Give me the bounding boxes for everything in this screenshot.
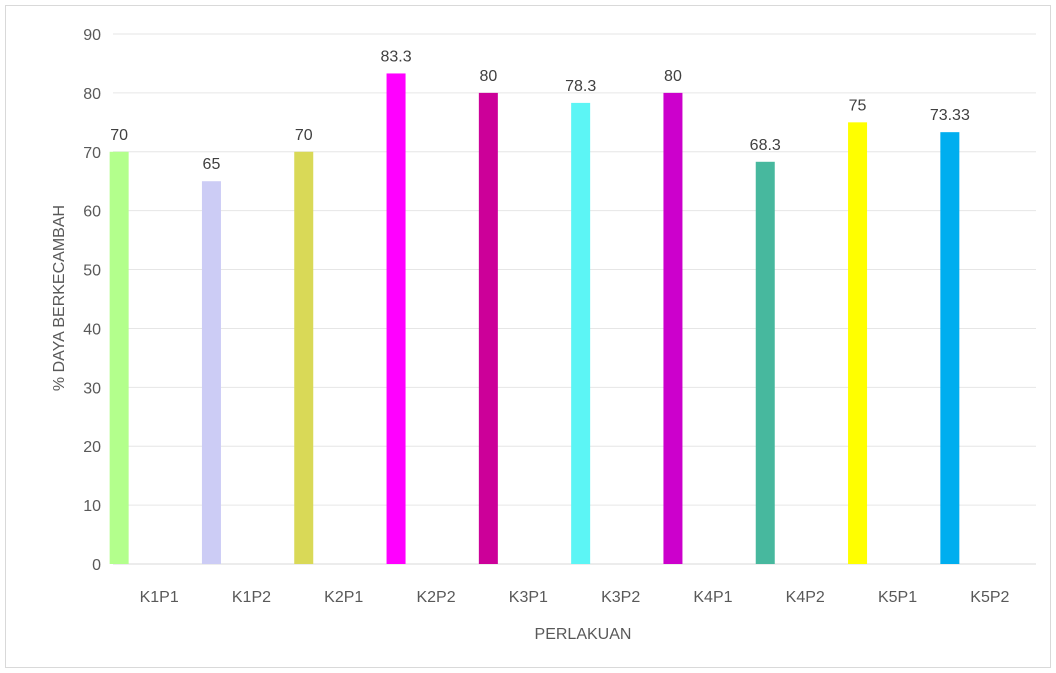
data-label-k2p1: 70 [295, 127, 313, 144]
gridlines [113, 33, 1036, 565]
data-label-k1p1: 70 [110, 127, 128, 144]
data-label-k5p1: 75 [849, 97, 867, 114]
chart-area [5, 5, 1051, 668]
y-tick-label: 60 [83, 204, 101, 221]
x-tick-label: K3P2 [601, 589, 640, 606]
y-axis-title: % DAYA BERKECAMBAH [51, 205, 68, 391]
x-tick-label: K3P1 [509, 589, 548, 606]
bar-k4p2 [755, 161, 775, 565]
bars [109, 73, 960, 565]
bar-k2p1 [294, 151, 314, 564]
x-tick-label: K1P2 [232, 589, 271, 606]
bar-k1p2 [201, 181, 221, 564]
y-tick-label: 20 [83, 439, 101, 456]
y-tick-label: 30 [83, 380, 101, 397]
x-axis-title: PERLAKUAN [535, 626, 632, 643]
x-tick-label: K5P1 [878, 589, 917, 606]
x-tick-label: K4P1 [693, 589, 732, 606]
bar-k5p2 [940, 132, 960, 564]
data-labels: 70 65 70 83.3 80 78.3 80 68.3 75 73.33 [110, 48, 970, 173]
y-tick-label: 10 [83, 498, 101, 515]
x-tick-label: K2P1 [324, 589, 363, 606]
x-tick-label: K2P2 [416, 589, 455, 606]
y-tick-label: 90 [83, 27, 101, 44]
y-tick-label: 80 [83, 86, 101, 103]
y-tick-label: 0 [92, 557, 101, 574]
x-tick-label: K5P2 [970, 589, 1009, 606]
data-label-k5p2: 73.33 [930, 107, 970, 124]
x-tick-label: K4P2 [786, 589, 825, 606]
data-label-k2p2: 83.3 [380, 48, 411, 65]
x-axis-ticks: K1P1 K1P2 K2P1 K2P2 K3P1 K3P2 K4P1 K4P2 K5P1 K5P2 [140, 589, 1010, 606]
data-label-k3p2: 78.3 [565, 78, 596, 95]
bar-k2p2 [386, 73, 406, 564]
data-label-k4p1: 80 [664, 68, 682, 85]
bar-k3p1 [478, 92, 498, 564]
data-label-k3p1: 80 [479, 68, 497, 85]
bar-k1p1 [109, 151, 129, 564]
data-label-k4p2: 68.3 [750, 137, 781, 154]
bar-k5p1 [848, 122, 868, 564]
bar-k4p1 [663, 92, 683, 564]
bar-k3p2 [571, 102, 591, 565]
y-axis-ticks: 0 10 20 30 40 50 60 70 80 90 [83, 27, 101, 574]
y-tick-label: 50 [83, 263, 101, 280]
data-label-k1p2: 65 [203, 156, 221, 173]
x-tick-label: K1P1 [140, 589, 179, 606]
y-tick-label: 70 [83, 145, 101, 162]
y-tick-label: 40 [83, 321, 101, 338]
